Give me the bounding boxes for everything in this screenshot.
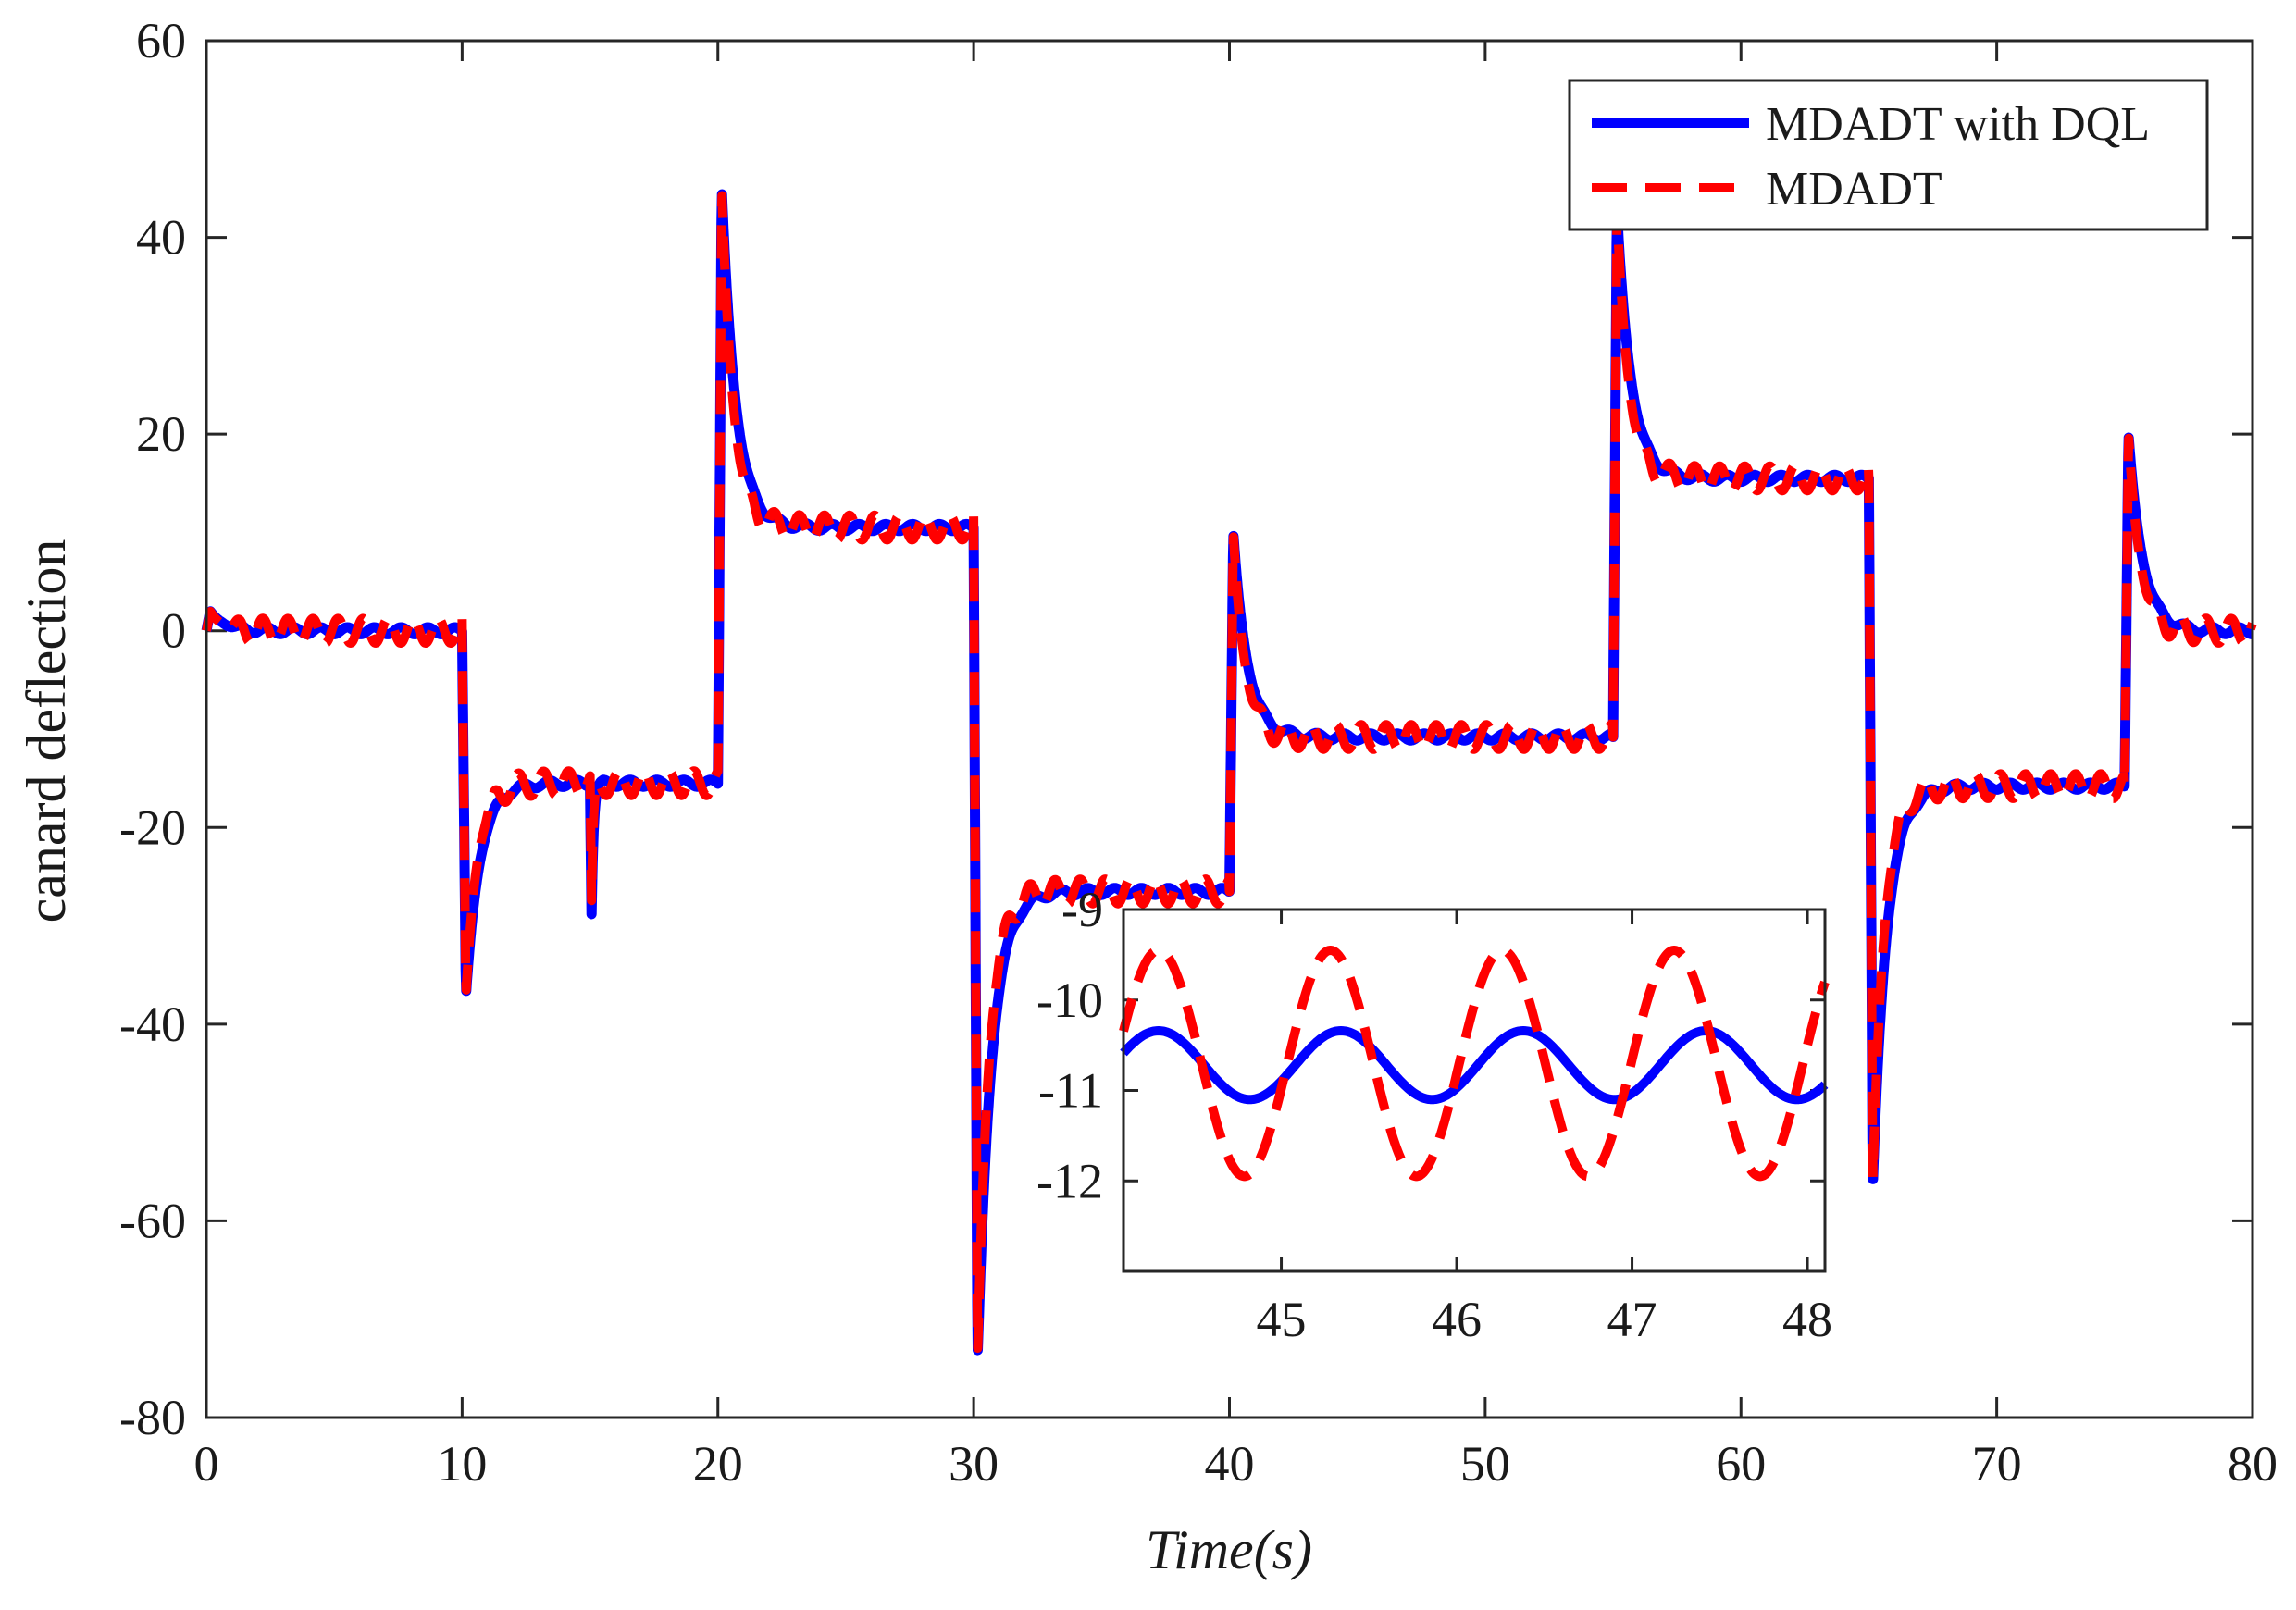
inset-x-tick-label: 48 <box>1782 1292 1832 1347</box>
inset-y-tick-label: -11 <box>1038 1063 1103 1119</box>
x-tick-label: 60 <box>1716 1436 1766 1492</box>
x-tick-label: 40 <box>1205 1436 1255 1492</box>
inset-zoom: 45 46 47 48 -12 -11 -10 -9 <box>1036 882 1832 1347</box>
x-tick-label: 50 <box>1460 1436 1510 1492</box>
inset-x-tick-label: 46 <box>1432 1292 1482 1347</box>
legend-label-mdadt-with-dql: MDADT with DQL <box>1766 98 2150 151</box>
x-tick-label: 30 <box>949 1436 999 1492</box>
y-tick-label: 40 <box>136 210 186 266</box>
y-tick-label: 0 <box>161 603 186 659</box>
x-tick-label: 70 <box>1972 1436 2022 1492</box>
x-axis-title: Time(s) <box>1146 1519 1312 1580</box>
inset-x-tick-label: 45 <box>1257 1292 1307 1347</box>
x-tick-label: 10 <box>437 1436 487 1492</box>
x-tick-label: 20 <box>693 1436 743 1492</box>
legend-label-mdadt: MDADT <box>1766 163 1942 216</box>
x-tick-label: 80 <box>2228 1436 2277 1492</box>
inset-y-tick-label: -9 <box>1061 882 1103 937</box>
series-line-mdadt <box>202 191 2257 1354</box>
x-tick-label: 0 <box>194 1436 219 1492</box>
y-tick-label: -40 <box>119 997 186 1052</box>
y-axis-title: canard deflection <box>16 539 77 923</box>
inset-frame <box>1122 908 1827 1273</box>
inset-y-tick-label: -10 <box>1036 972 1103 1028</box>
y-tick-label: -20 <box>119 799 186 855</box>
legend-box <box>1568 79 2209 231</box>
inset-y-tick-label: -12 <box>1036 1153 1103 1208</box>
main-plot-frame <box>205 39 2254 1419</box>
legend: MDADT with DQL MDADT <box>1568 79 2209 231</box>
inset-series-line-mdadt <box>1119 946 1830 1182</box>
inset-x-tick-label: 47 <box>1607 1292 1657 1347</box>
y-tick-label: 20 <box>136 406 186 462</box>
inset-background <box>1123 910 1825 1271</box>
y-tick-label: 60 <box>136 13 186 68</box>
y-tick-label: -80 <box>119 1390 186 1445</box>
y-tick-label: -60 <box>119 1193 186 1248</box>
